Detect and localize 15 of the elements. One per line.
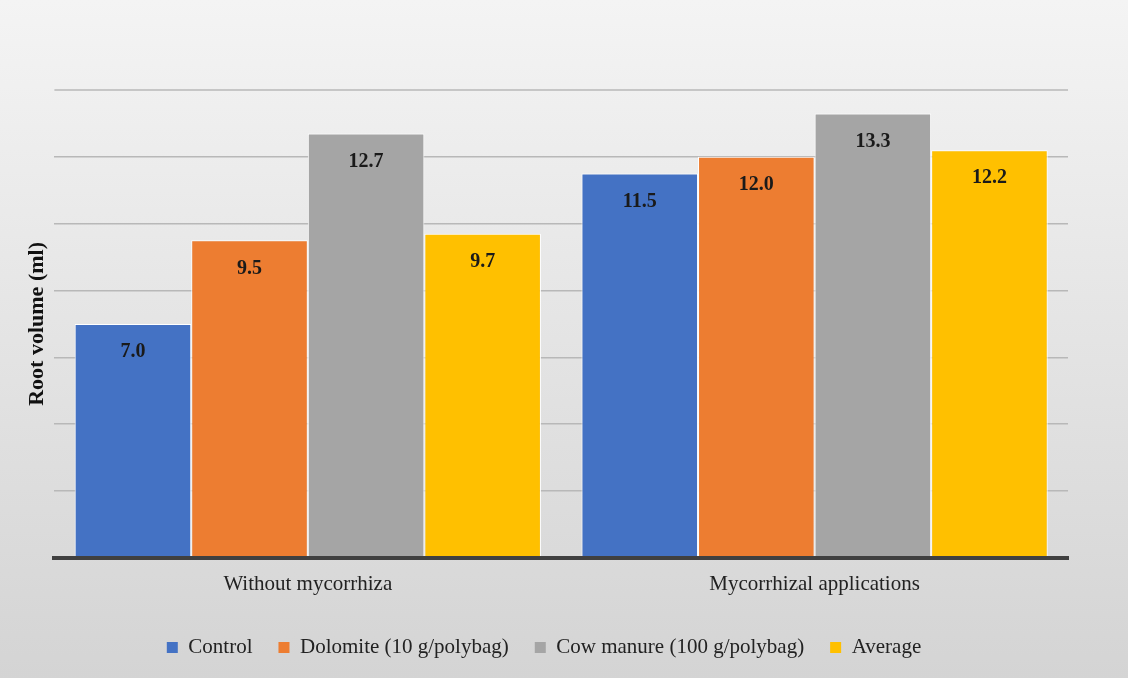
x-tick-label: Mycorrhizal applications bbox=[709, 570, 920, 595]
x-tick-label: Without mycorrhiza bbox=[223, 570, 393, 595]
legend-label: Dolomite (10 g/polybag) bbox=[299, 634, 509, 659]
data-label: 7.0 bbox=[120, 339, 146, 362]
data-label: 11.5 bbox=[622, 188, 657, 211]
data-label: 12.0 bbox=[738, 172, 774, 194]
data-label: 12.7 bbox=[348, 148, 384, 171]
y-axis-title: Root volume (ml) bbox=[22, 242, 48, 406]
data-label: 12.2 bbox=[971, 165, 1007, 188]
data-label: 13.3 bbox=[855, 128, 891, 151]
data-label: 9.7 bbox=[470, 248, 496, 271]
data-label: 9.5 bbox=[237, 255, 263, 278]
legend-label: Cow manure (100 g/polybag) bbox=[556, 634, 805, 659]
legend-label: Control bbox=[188, 634, 253, 659]
legend-label: Average bbox=[851, 634, 922, 659]
